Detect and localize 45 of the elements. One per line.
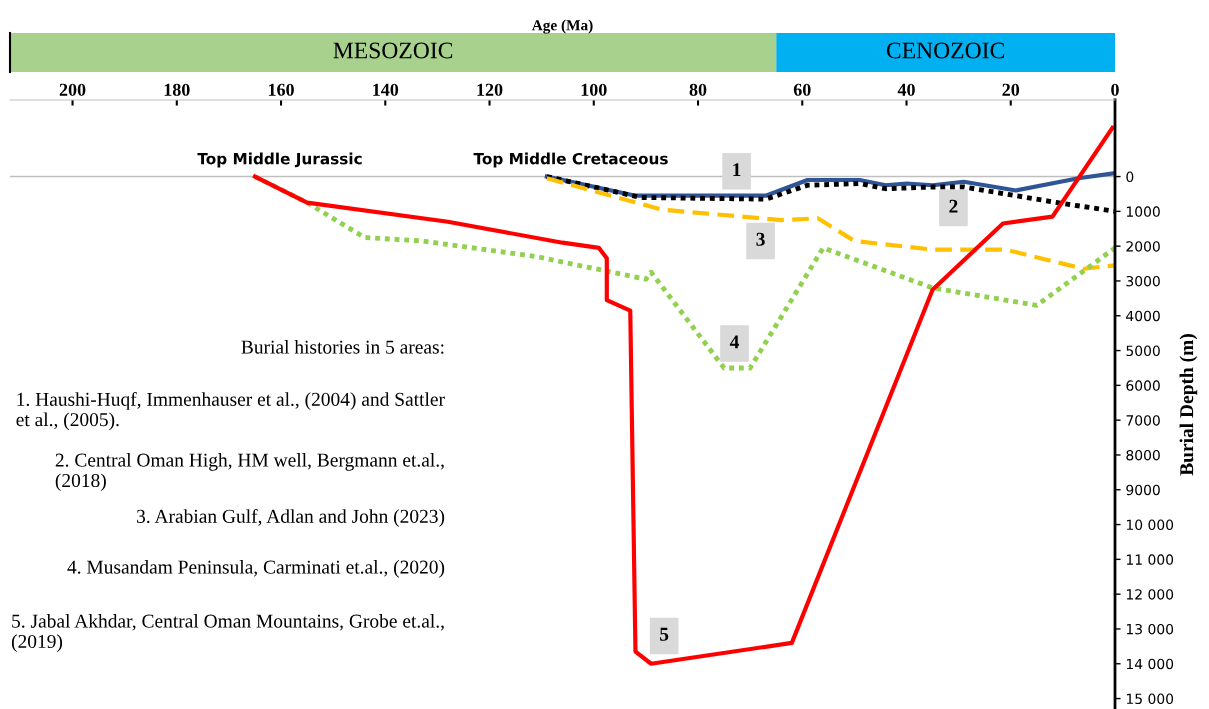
- annotation: 3. Arabian Gulf, Adlan and John (2023): [137, 509, 445, 527]
- series-label: CENOZOIC: [886, 42, 1004, 59]
- annotation: 1: [733, 163, 741, 177]
- x-tick-label: 40: [897, 83, 915, 96]
- series-label: MESOZOIC: [333, 42, 453, 59]
- y-tick-label: 7000: [1126, 415, 1160, 426]
- x-tick-label: 160: [268, 83, 294, 96]
- annotation: 5: [660, 627, 669, 641]
- line-series: [544, 176, 1115, 271]
- y-tick-label: 8000: [1126, 449, 1160, 461]
- x-tick-label: 180: [164, 83, 190, 96]
- x-tick-label: 0: [1111, 83, 1119, 96]
- annotation: Top Middle Jurassic: [197, 152, 362, 168]
- annotation: Top Middle Cretaceous: [473, 152, 668, 168]
- x-tick-label: 100: [581, 83, 607, 96]
- annotation: 4. Musandam Peninsula, Carminati et.al., (2020): [67, 560, 445, 578]
- annotation: 1. Haushi-Huqf, Immenhauser et al., (2004) and Sattler et al., (2005).: [16, 392, 445, 431]
- x-tick-label: 140: [373, 83, 399, 96]
- y-tick-label: 0: [1126, 171, 1134, 183]
- x-axis-title: Age (Ma): [531, 19, 593, 34]
- annotation: 5. Jabal Akhdar, Central Oman Mountains, Grobe et.al., (2019): [11, 614, 444, 652]
- x-tick-label: 200: [59, 83, 86, 96]
- y-tick-label: 10 000: [1126, 519, 1174, 531]
- y-tick-label: 1000: [1126, 206, 1160, 217]
- y-tick-label: 15 000: [1126, 693, 1174, 705]
- x-tick-label: 60: [793, 83, 811, 96]
- y-tick-label: 4000: [1126, 310, 1160, 322]
- y-axis-title: Burial Depth (m): [1179, 334, 1198, 476]
- x-tick-label: 120: [477, 83, 503, 96]
- y-tick-label: 3000: [1126, 275, 1160, 287]
- y-tick-label: 14 000: [1126, 658, 1174, 670]
- y-tick-label: 11 000: [1126, 554, 1174, 565]
- annotation: 3: [756, 232, 765, 246]
- y-tick-label: 2000: [1126, 241, 1160, 252]
- y-tick-label: 12 000: [1126, 589, 1174, 600]
- x-tick-label: 80: [689, 83, 707, 96]
- y-tick-label: 9000: [1126, 484, 1160, 496]
- y-tick-label: 13 000: [1126, 623, 1174, 635]
- annotation: 2. Central Oman High, HM well, Bergmann et.al., (2018): [55, 453, 444, 492]
- x-tick-label: 20: [1002, 83, 1020, 96]
- annotation: 4: [729, 335, 739, 349]
- y-tick-label: 5000: [1126, 345, 1160, 357]
- y-tick-label: 6000: [1126, 380, 1160, 391]
- annotation: 2: [949, 199, 958, 213]
- annotation: Burial histories in 5 areas:: [241, 340, 444, 354]
